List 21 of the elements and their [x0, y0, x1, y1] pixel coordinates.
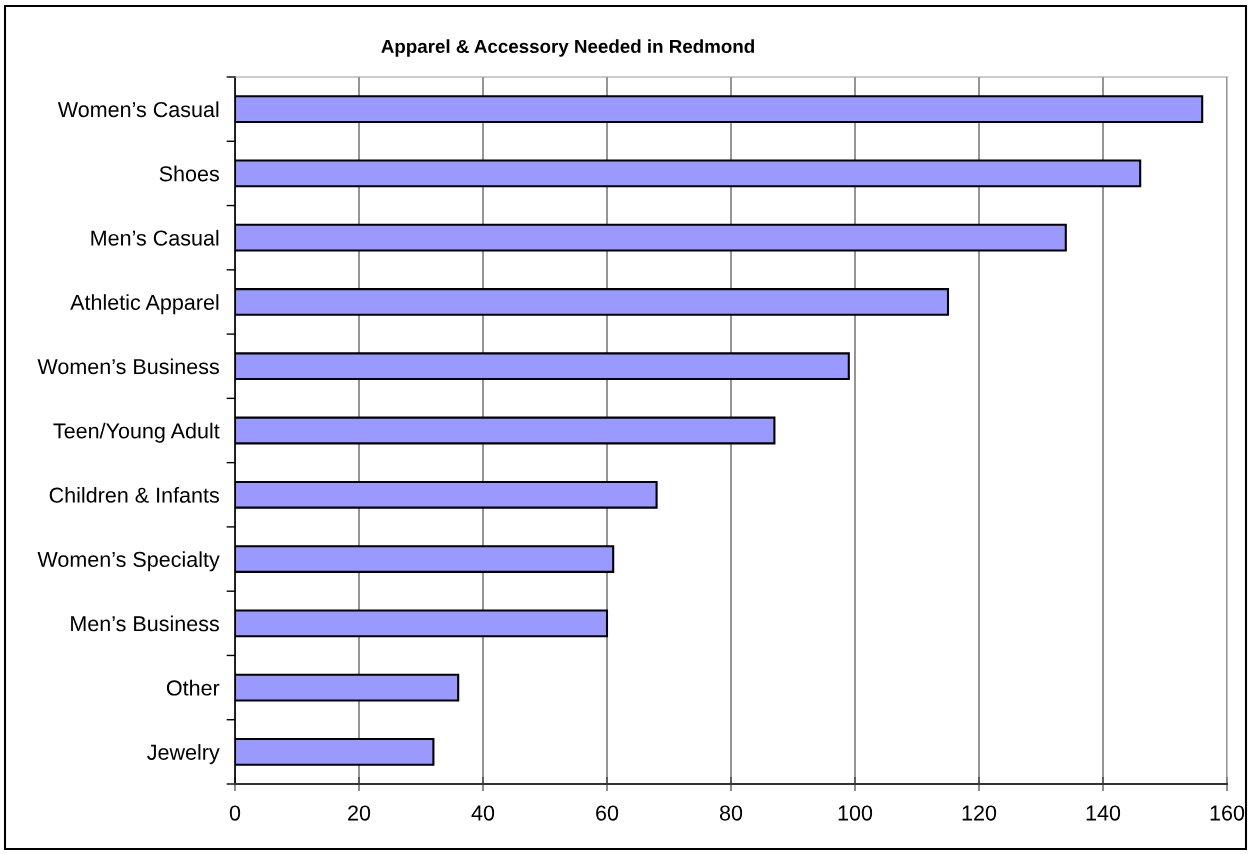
- y-tick-label: Women’s Business: [37, 358, 219, 375]
- x-tick-label: 20: [348, 805, 371, 821]
- x-tick-label: 80: [719, 805, 743, 821]
- y-tick-label: Men’s Casual: [91, 229, 219, 246]
- y-tick-label: Other: [166, 679, 220, 696]
- x-tick-label: 120: [962, 805, 997, 821]
- chart-title: Apparel & Accessory Needed in Redmond: [381, 39, 754, 57]
- x-tick-label: 100: [838, 805, 873, 821]
- y-tick-label: Athletic Apparel: [70, 294, 219, 315]
- y-tick-label: Jewelry: [147, 744, 220, 765]
- y-tick-label: Teen/Young Adult: [53, 422, 220, 443]
- y-tick-label: Women’s Casual: [57, 101, 219, 118]
- x-tick-label: 140: [1086, 805, 1121, 821]
- y-tick-label: Shoes: [159, 165, 219, 182]
- y-tick-label: Children & Infants: [49, 486, 219, 503]
- y-tick-label: Women’s Specialty: [37, 551, 220, 572]
- x-tick-label: 60: [596, 805, 619, 821]
- x-tick-label: 0: [229, 805, 241, 821]
- x-tick-label: 160: [1210, 805, 1245, 821]
- y-tick-label: Men’s Business: [71, 615, 219, 632]
- x-tick-label: 40: [471, 805, 495, 821]
